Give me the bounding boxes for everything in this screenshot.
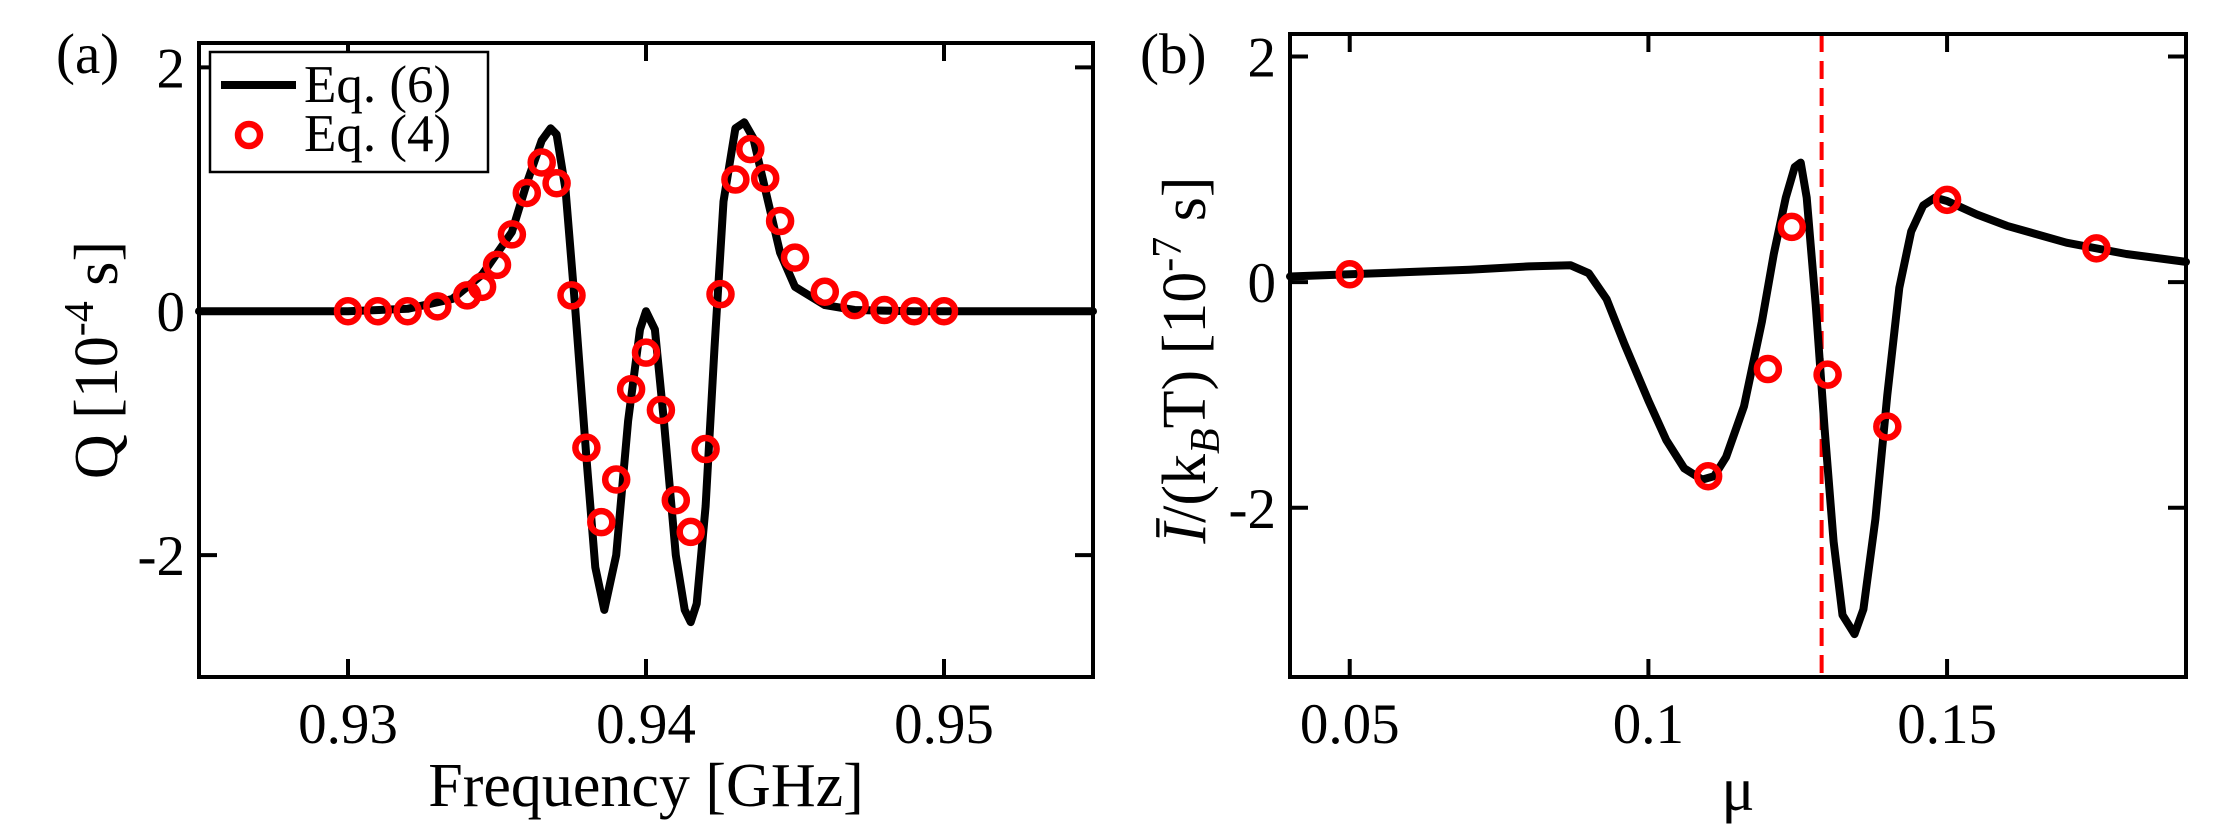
panel-a-point-eq4: [333, 296, 363, 326]
panel-b-point-eq4: [1813, 360, 1842, 389]
panel-a-point-eq4: [750, 164, 780, 193]
panel-a-point-eq4: [721, 165, 750, 194]
legend-box: [208, 50, 490, 174]
panel-a-xlabel: Frequency [GHz]: [428, 752, 864, 820]
panel-a-legend: Eq. (6) Eq. (4): [208, 50, 490, 174]
panel-a-point-eq4: [512, 178, 542, 208]
panel-b-point-eq4: [1693, 461, 1723, 491]
panel-b-ylabel: Ī/(kBT) [10-7 s]: [1145, 176, 1229, 544]
panel-b: (b) 0.05 0.1 0.15 -2 0 2 μ Ī/(kBT) [10-7 s]: [1140, 23, 2190, 824]
panel-a-label: (a): [56, 23, 119, 86]
panel-b-series: [1286, 34, 2190, 677]
panel-b-ticks: 0.05 0.1 0.15 -2 0 2: [1229, 27, 2186, 756]
panel-a-point-eq4: [736, 134, 765, 164]
panel-b-ytick-label: -2: [1229, 478, 1276, 541]
panel-a-xtick-label: 0.95: [894, 693, 994, 756]
panel-a-series: [195, 118, 1097, 627]
panel-b-point-eq4: [1873, 412, 1902, 441]
panel-b-curve-eq6: [1286, 158, 2190, 639]
panel-b-xtick-label: 0.15: [1897, 693, 1997, 756]
panel-a-ytick-label: -2: [138, 525, 185, 588]
panel-b-xlabel: μ: [1721, 756, 1754, 824]
panel-a-point-eq4: [780, 243, 810, 272]
panel-a-point-eq4: [467, 272, 497, 302]
panel-b-xtick-label: 0.1: [1613, 693, 1684, 756]
panel-a-point-eq4: [587, 507, 616, 537]
panel-a-point-eq4: [706, 279, 735, 309]
panel-a-ylabel: Q [10-4 s]: [57, 241, 131, 479]
panel-a-point-eq4: [601, 465, 631, 494]
panel-a-point-eq4: [631, 338, 661, 367]
panel-b-ytick-label: 0: [1248, 252, 1277, 315]
legend-marker-swatch: [234, 120, 264, 150]
panel-a-point-eq4: [646, 395, 676, 425]
panel-a-point-eq4: [929, 296, 959, 326]
panel-a-point-eq4: [765, 206, 795, 236]
panel-a-point-eq4: [676, 517, 705, 547]
panel-a-point-eq4: [497, 220, 527, 249]
panel-a-point-eq4: [542, 168, 571, 198]
panel-a-point-eq4: [691, 434, 720, 464]
panel-b-label: (b): [1140, 23, 1206, 86]
legend-entry-eq6: Eq. (6): [304, 56, 451, 114]
panel-a-point-eq4: [840, 290, 869, 320]
panel-a-point-eq4: [363, 296, 393, 326]
panel-b-xtick-label: 0.05: [1300, 693, 1400, 756]
panel-b-frame: [1288, 32, 2188, 679]
panel-b-point-eq4: [1932, 185, 1962, 215]
panel-a-xtick-label: 0.93: [298, 693, 398, 756]
panel-a-point-eq4: [810, 277, 840, 306]
panel-a-ytick-label: 2: [157, 37, 186, 100]
panel-a-point-eq4: [661, 485, 691, 515]
panel-a-point-eq4: [482, 250, 512, 280]
panel-a-ticks: 0.93 0.94 0.95 -2 0 2: [138, 37, 1093, 756]
panel-a-point-eq4: [870, 295, 899, 325]
panel-b-point-eq4: [1335, 260, 1364, 289]
panel-b-point-eq4: [2082, 234, 2111, 263]
panel-a-curve-eq6: [195, 118, 1097, 627]
panel-a-point-eq4: [393, 296, 422, 326]
panel-a-point-eq4: [616, 375, 646, 404]
panel-b-ytick-label: 2: [1248, 27, 1277, 90]
panel-a: (a) 0.93 0.94 0.95 -2 0 2 Frequency [GHz] Q […: [56, 23, 1097, 820]
panel-a-point-eq4: [527, 148, 556, 177]
panel-a-point-eq4: [423, 292, 452, 321]
panel-b-point-eq4: [1777, 212, 1807, 242]
panel-b-point-eq4: [1753, 354, 1783, 384]
panel-a-ytick-label: 0: [157, 281, 186, 344]
panel-a-point-eq4: [899, 296, 929, 326]
panel-a-point-eq4: [572, 433, 601, 463]
panel-a-xtick-label: 0.94: [596, 693, 696, 756]
panel-a-point-eq4: [557, 281, 586, 310]
legend-entry-eq4: Eq. (4): [304, 105, 451, 163]
